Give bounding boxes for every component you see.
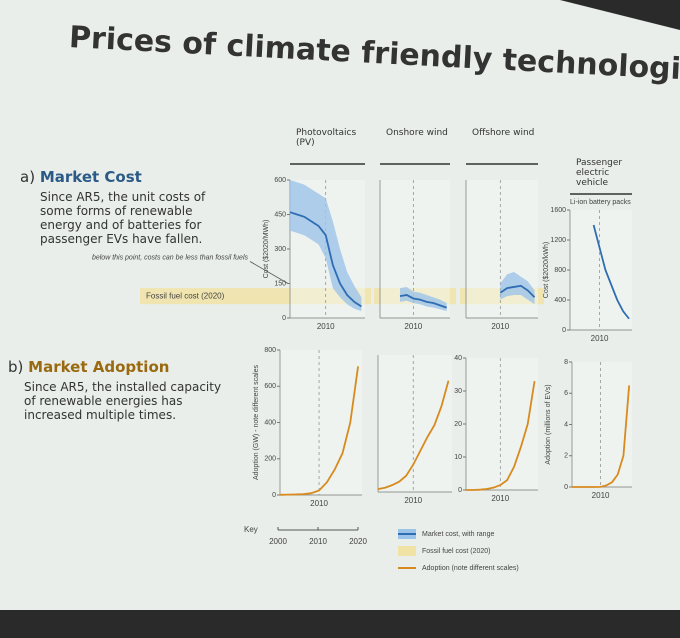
key-title: Key bbox=[244, 525, 258, 534]
plot-area bbox=[572, 362, 632, 487]
y-tick-label: 800 bbox=[264, 347, 276, 354]
y-tick-label: 450 bbox=[274, 211, 286, 218]
y-tick-label: 800 bbox=[554, 267, 566, 274]
key-label: Market cost, with range bbox=[422, 531, 494, 538]
y-tick-label: 4 bbox=[564, 421, 568, 428]
y-tick-label: 0 bbox=[282, 315, 286, 322]
y-tick-label: 0 bbox=[564, 484, 568, 491]
y-tick-label: 600 bbox=[274, 177, 286, 184]
section-heading: b) Market Adoption bbox=[8, 358, 169, 376]
data-line bbox=[499, 284, 536, 298]
y-tick-label: 40 bbox=[454, 355, 462, 362]
x-tick-label: 2010 bbox=[491, 494, 509, 503]
y-tick-label: 150 bbox=[274, 280, 286, 287]
panel-title: Photovoltaics (PV) bbox=[296, 128, 357, 148]
y-axis-label: Adoption (GW) - note different scales bbox=[253, 364, 260, 480]
y-axis-label: Cost ($2020/MWh) bbox=[263, 220, 270, 279]
y-tick-label: 400 bbox=[554, 297, 566, 304]
section-title: Market Cost bbox=[39, 168, 142, 186]
x-tick-label: 2010 bbox=[310, 499, 328, 508]
y-tick-label: 0 bbox=[272, 492, 276, 499]
y-tick-label: 200 bbox=[264, 456, 276, 463]
panel-subtitle: Li-ion battery packs bbox=[570, 199, 631, 206]
y-tick-label: 1600 bbox=[550, 207, 566, 214]
plot-area bbox=[466, 358, 538, 490]
plot-area bbox=[378, 355, 452, 492]
fossil-band-label-bg bbox=[140, 288, 284, 305]
y-axis-label: Cost ($2020/kWh) bbox=[543, 242, 550, 298]
x-tick-label: 2010 bbox=[317, 322, 335, 331]
y-axis-label: Adoption (millions of EVs) bbox=[545, 384, 552, 464]
y-tick-label: 400 bbox=[264, 419, 276, 426]
key-tick-label: 2010 bbox=[309, 537, 327, 546]
panel-title: Passenger electric vehicle bbox=[576, 158, 623, 188]
data-line bbox=[377, 380, 450, 490]
y-tick-label: 0 bbox=[562, 327, 566, 334]
annotation-arrow bbox=[249, 261, 289, 284]
data-line bbox=[289, 211, 362, 308]
key-label: Fossil fuel cost (2020) bbox=[422, 548, 490, 555]
key-label: Adoption (note different scales) bbox=[422, 565, 519, 572]
section-heading: a) Market Cost bbox=[20, 168, 142, 186]
section-title: Market Adoption bbox=[28, 358, 170, 376]
panel-title: Onshore wind bbox=[386, 128, 448, 138]
data-line bbox=[466, 380, 536, 491]
y-tick-label: 1200 bbox=[550, 237, 566, 244]
y-tick-label: 6 bbox=[564, 390, 568, 397]
data-line bbox=[572, 385, 631, 488]
y-tick-label: 8 bbox=[564, 359, 568, 366]
panel-title: Offshore wind bbox=[472, 128, 535, 138]
fossil-band-label: Fossil fuel cost (2020) bbox=[146, 291, 225, 300]
y-tick-label: 20 bbox=[454, 421, 462, 428]
cost-range bbox=[290, 180, 362, 312]
y-tick-label: 30 bbox=[454, 388, 462, 395]
key-tick-label: 2000 bbox=[269, 537, 287, 546]
plot-area bbox=[280, 350, 362, 495]
section-label: b) bbox=[8, 358, 24, 376]
x-tick-label: 2010 bbox=[591, 334, 609, 343]
key-swatch bbox=[398, 546, 416, 556]
y-tick-label: 10 bbox=[454, 454, 462, 461]
background-edge bbox=[560, 0, 680, 30]
y-tick-label: 0 bbox=[458, 487, 462, 494]
key-tick-label: 2020 bbox=[349, 537, 367, 546]
section-text: Since AR5, the unit costs of some forms … bbox=[40, 190, 206, 246]
annotation: below this point, costs can be less than… bbox=[92, 254, 249, 261]
section-label: a) bbox=[20, 168, 36, 186]
x-tick-label: 2010 bbox=[404, 322, 422, 331]
section-text: Since AR5, the installed capacity of ren… bbox=[24, 380, 222, 422]
cost-range bbox=[500, 272, 535, 305]
data-line bbox=[592, 224, 630, 320]
background-edge bbox=[0, 610, 680, 638]
y-tick-label: 600 bbox=[264, 383, 276, 390]
x-tick-label: 2010 bbox=[592, 491, 610, 500]
cost-range bbox=[400, 286, 447, 312]
y-tick-label: 300 bbox=[274, 246, 286, 253]
data-line bbox=[399, 294, 447, 309]
x-tick-label: 2010 bbox=[491, 322, 509, 331]
y-tick-label: 2 bbox=[564, 453, 568, 460]
x-tick-label: 2010 bbox=[404, 496, 422, 505]
data-line bbox=[279, 366, 359, 496]
